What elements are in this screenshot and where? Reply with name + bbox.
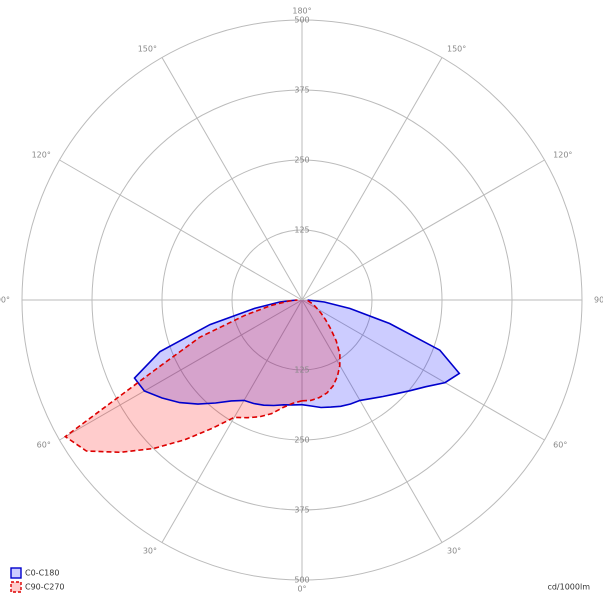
- r-tick-label: 500: [294, 576, 309, 585]
- grid-spoke: [59, 159, 303, 301]
- angle-label: 180°: [292, 7, 311, 16]
- grid-spoke: [59, 299, 303, 441]
- r-tick-label: 250: [294, 156, 309, 165]
- r-tick-label: 125: [294, 226, 309, 235]
- angle-label: 90°: [0, 296, 10, 305]
- angle-label: 90°: [594, 296, 603, 305]
- r-tick-label: 375: [294, 86, 309, 95]
- curve-line: [301, 299, 461, 409]
- legend-label: C90-C270: [25, 583, 65, 592]
- area-fill: [134, 300, 302, 406]
- curve-line: [301, 299, 341, 402]
- grid-spoke: [301, 299, 443, 543]
- grid-spoke: [161, 57, 303, 301]
- curve-line: [133, 299, 303, 407]
- r-tick-label: 250: [294, 436, 309, 445]
- area-fill: [302, 300, 460, 408]
- angle-label: 120°: [553, 151, 572, 160]
- grid-spoke: [301, 159, 545, 301]
- r-tick-label: 500: [294, 16, 309, 25]
- angle-label: 30°: [143, 547, 157, 556]
- curve-line: [63, 299, 303, 454]
- angle-label: 60°: [553, 441, 567, 450]
- legend-swatch: [10, 567, 22, 579]
- angle-label: 0°: [297, 585, 306, 594]
- angle-label: 60°: [37, 441, 51, 450]
- grid-spoke: [161, 299, 303, 543]
- grid-spoke: [301, 299, 545, 441]
- legend-swatch: [10, 581, 22, 593]
- r-tick-label: 375: [294, 506, 309, 515]
- area-fill: [302, 300, 340, 401]
- unit-label: cd/1000lm: [547, 583, 590, 592]
- angle-label: 120°: [32, 151, 51, 160]
- angle-label: 150°: [447, 44, 466, 53]
- r-tick-label: 125: [294, 366, 309, 375]
- angle-label: 150°: [138, 44, 157, 53]
- legend-label: C0-C180: [25, 569, 59, 578]
- angle-label: 30°: [447, 547, 461, 556]
- area-fill: [65, 300, 302, 453]
- grid-spoke: [301, 57, 443, 301]
